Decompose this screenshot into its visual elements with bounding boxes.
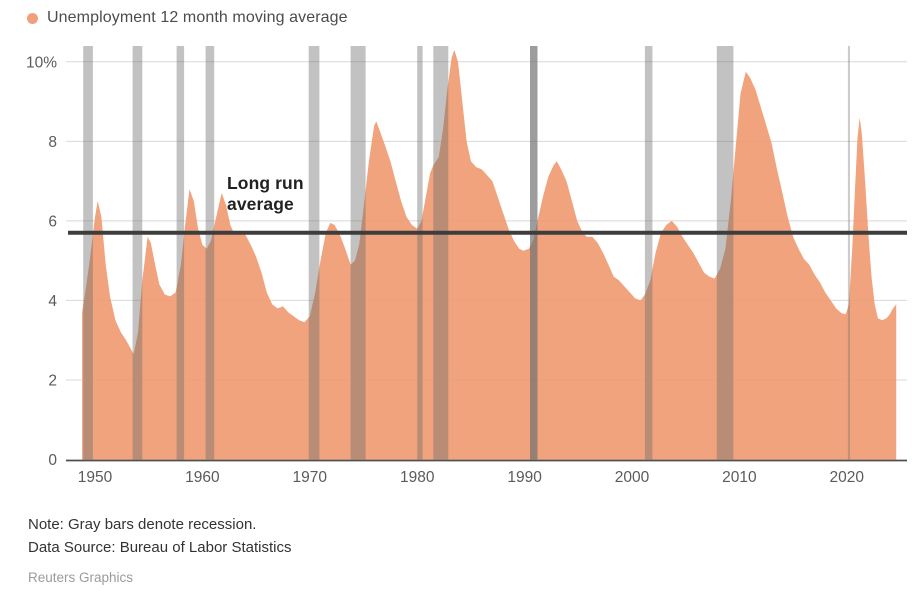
recession-bar [644,46,653,460]
recession-bar [205,46,215,460]
annotation-line-1: Long run [227,173,304,193]
unemployment-area-series [82,49,897,460]
x-tick-label: 2000 [615,469,650,486]
x-tick-label: 2010 [722,469,757,486]
y-tick-label: 4 [48,293,57,310]
x-tick-label: 1950 [78,469,113,486]
recession-bar [308,46,320,460]
unemployment-area-chart: 0 2 4 6 8 10% 1950 1960 1970 1980 1990 2000 2010 2020 [26,46,907,486]
recession-bar [132,46,143,460]
annotation-line-2: average [227,194,294,214]
note-recession: Note: Gray bars denote recession. [28,516,257,533]
recession-bar [83,46,93,460]
y-tick-label: 8 [48,134,57,151]
x-tick-label: 1990 [507,469,542,486]
x-tick-label: 1970 [293,469,328,486]
long-run-average-annotation: Long run average [227,173,304,215]
recession-bar [417,46,423,460]
recession-bar [433,46,449,460]
recession-bar [716,46,734,460]
recession-bar [530,46,538,460]
recession-bar [176,46,185,460]
credit-reuters-graphics: Reuters Graphics [28,570,134,585]
legend-label: Unemployment 12 month moving average [47,9,348,26]
x-tick-label: 2020 [830,469,865,486]
x-tick-label: 1960 [185,469,220,486]
y-tick-label: 10% [26,54,57,71]
recession-bar [350,46,366,460]
y-tick-label: 6 [48,213,57,230]
y-tick-label: 2 [48,372,57,389]
y-tick-label: 0 [48,452,57,469]
legend: Unemployment 12 month moving average [27,9,348,27]
recession-bar [847,46,850,460]
note-data-source: Data Source: Bureau of Labor Statistics [28,539,292,556]
x-tick-label: 1980 [400,469,435,486]
legend-dot-icon [27,12,38,24]
